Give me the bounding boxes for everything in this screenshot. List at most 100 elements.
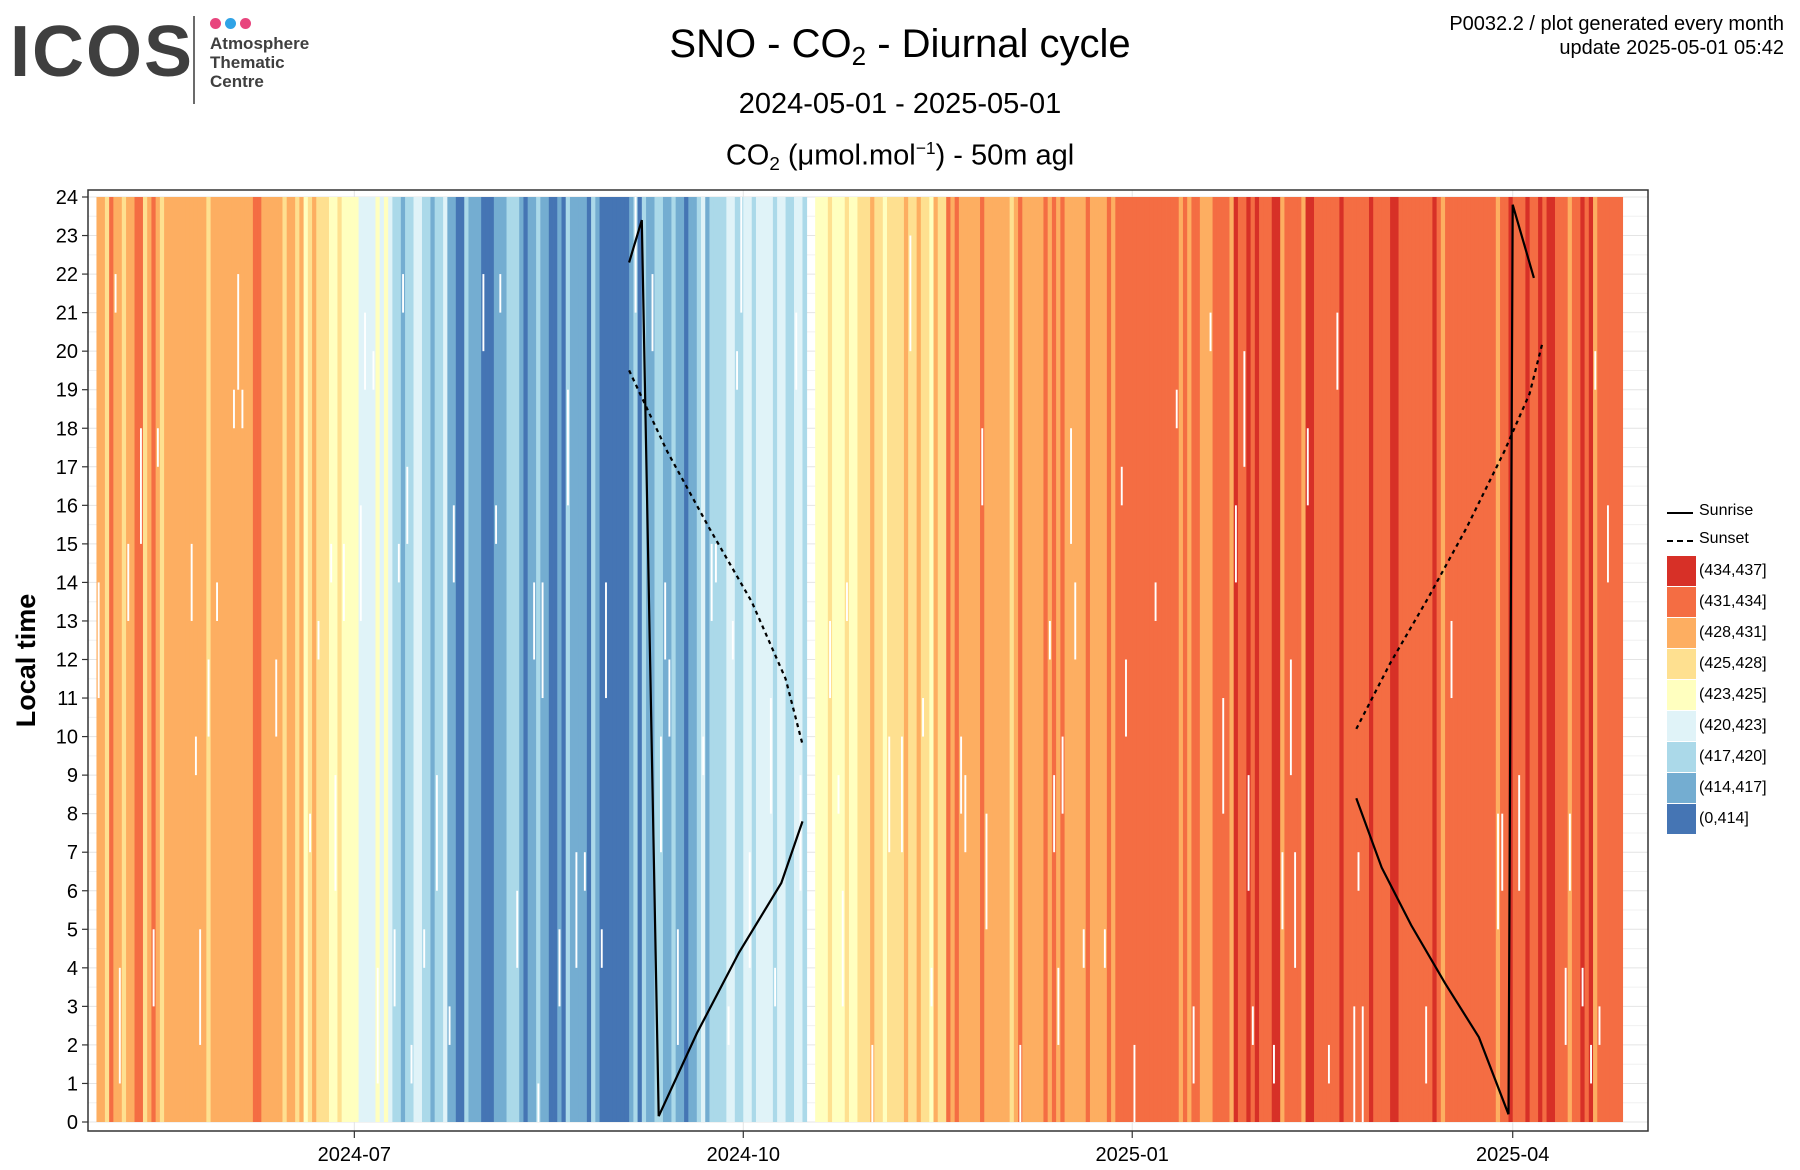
missing-data-cell: [495, 505, 498, 544]
heatmap-cell: [887, 197, 892, 1122]
heatmap-cell: [350, 197, 355, 1122]
heatmap-cell: [375, 197, 381, 1122]
heatmap-cell: [1402, 197, 1408, 1122]
legend-swatch: [1667, 804, 1696, 834]
heatmap-cell: [358, 197, 364, 1122]
heatmap-cell: [865, 197, 871, 1122]
heatmap-cell: [126, 197, 131, 1122]
missing-data-cell: [702, 736, 705, 776]
heatmap-cell: [569, 197, 575, 1122]
missing-data-cell: [1289, 659, 1292, 776]
heatmap-cell: [240, 197, 245, 1122]
heatmap-cell: [701, 197, 706, 1122]
heatmap-cell: [1034, 197, 1040, 1122]
missing-data-cell: [634, 197, 637, 313]
heatmap-cell: [933, 197, 939, 1122]
heatmap-cell: [802, 197, 808, 1122]
heatmap-cell: [1322, 197, 1328, 1122]
heatmap-cell: [544, 197, 550, 1122]
y-tick-label: 19: [56, 380, 78, 402]
missing-data-cell: [727, 1006, 730, 1045]
missing-data-cell: [1606, 505, 1609, 583]
var-sub: 2: [769, 153, 780, 175]
heatmap-cell: [189, 197, 195, 1122]
missing-data-cell: [1294, 852, 1297, 968]
heatmap-cell: [878, 197, 884, 1122]
heatmap-cell: [1550, 197, 1556, 1122]
missing-data-cell: [342, 543, 345, 621]
missing-data-cell: [499, 274, 502, 313]
heatmap-cell: [485, 197, 491, 1122]
x-tick-label: 2024-07: [318, 1144, 391, 1166]
missing-data-cell: [668, 659, 671, 737]
heatmap-cell: [409, 197, 414, 1122]
heatmap-cell: [658, 197, 664, 1122]
heatmap-cell: [950, 197, 956, 1122]
heatmap-cell: [789, 197, 795, 1122]
var-pre: CO: [725, 139, 770, 172]
heatmap-cell: [650, 197, 655, 1122]
heatmap-cell: [1056, 197, 1061, 1122]
heatmap-cell: [908, 197, 913, 1122]
heatmap-cell: [1216, 197, 1222, 1122]
missing-data-cell: [1234, 505, 1237, 583]
legend-swatch: [1667, 587, 1696, 617]
missing-data-cell: [127, 543, 130, 621]
heatmap-cell: [523, 197, 529, 1122]
missing-data-cell: [1501, 813, 1504, 891]
heatmap-cell: [903, 197, 909, 1122]
heatmap-cell: [197, 197, 203, 1122]
heatmap-cell: [1212, 197, 1218, 1122]
heatmap-cell: [235, 197, 241, 1122]
heatmap-cell: [413, 197, 419, 1122]
legend-sunrise-label: Sunrise: [1699, 502, 1754, 519]
heatmap-cell: [219, 197, 224, 1122]
heatmap-cell: [1106, 197, 1112, 1122]
plot-meta: P0032.2 / plot generated every month upd…: [1449, 12, 1784, 60]
heatmap-cell: [345, 197, 351, 1122]
x-tick-label: 2025-04: [1476, 1144, 1549, 1166]
heatmap-cell: [870, 197, 875, 1122]
heatmap-cell: [1043, 197, 1049, 1122]
heatmap-cell: [1051, 197, 1057, 1122]
heatmap-cell: [920, 197, 926, 1122]
heatmap-cell: [168, 197, 173, 1122]
heatmap-cell: [882, 197, 888, 1122]
heatmap-cell: [472, 197, 478, 1122]
heatmap-cell: [1001, 197, 1006, 1122]
heatmap-cell: [946, 197, 951, 1122]
heatmap-cell: [231, 197, 237, 1122]
missing-data-cell: [714, 543, 717, 583]
y-tick-label: 6: [67, 881, 78, 903]
heatmap-cell: [764, 197, 770, 1122]
missing-data-cell: [364, 312, 366, 390]
heatmap-cell: [612, 197, 617, 1122]
heatmap-cell: [1174, 197, 1180, 1122]
missing-data-cell: [1306, 428, 1309, 506]
heatmap-cell: [1466, 197, 1471, 1122]
heatmap-cell: [1364, 197, 1370, 1122]
heatmap-cell: [595, 197, 600, 1122]
missing-data-cell: [241, 389, 244, 429]
missing-data-cell: [118, 967, 121, 1084]
heatmap-cell: [303, 197, 309, 1122]
heatmap-cell: [1039, 197, 1044, 1122]
missing-data-cell: [748, 852, 751, 968]
heatmap-cell: [1259, 197, 1264, 1122]
heatmap-cell: [1373, 197, 1378, 1122]
missing-data-cell: [1273, 1044, 1275, 1084]
legend-swatch: [1667, 649, 1696, 679]
heatmap-cell: [1280, 197, 1285, 1122]
heatmap-cell: [1419, 197, 1425, 1122]
missing-data-cell: [190, 543, 193, 621]
missing-data-cell: [558, 929, 561, 1007]
heatmap-cell: [1221, 197, 1226, 1122]
heatmap-cell: [1554, 197, 1560, 1122]
heatmap-cell: [717, 197, 723, 1122]
heatmap-cell: [1474, 197, 1480, 1122]
heatmap-cell: [1191, 197, 1197, 1122]
heatmap-cell: [675, 197, 681, 1122]
heatmap-cell: [1356, 197, 1361, 1122]
missing-data-cell: [600, 929, 603, 968]
missing-data-cell: [1019, 1044, 1022, 1122]
